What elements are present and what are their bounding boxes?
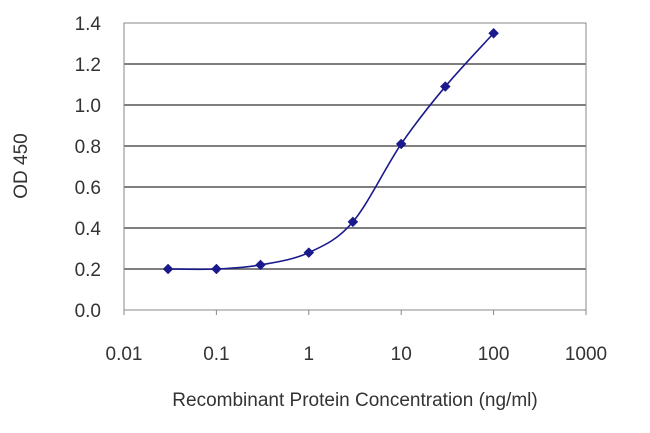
data-point-1: [211, 263, 222, 275]
y-tick-label: 0.2: [75, 260, 101, 281]
gridlines: [124, 63, 586, 270]
y-tick-label: 0.0: [75, 301, 101, 322]
x-tick-label: 0.01: [106, 344, 143, 365]
data-point-6: [439, 81, 451, 92]
x-tick-label: 100: [478, 344, 510, 365]
data-point-2: [255, 259, 266, 271]
y-tick-label: 1.2: [75, 55, 101, 76]
plot-area-frame: [123, 22, 587, 311]
data-point-5: [395, 138, 407, 150]
y-tick-label: 1.0: [75, 96, 101, 117]
x-tick-label: 1000: [565, 344, 607, 365]
y-axis-ticks: 0.0 0.2 0.4 0.6 0.8 1.0 1.2 1.4: [75, 14, 102, 322]
y-tick-label: 0.6: [75, 178, 101, 199]
y-axis-title: OD 450: [11, 133, 32, 198]
data-point-4: [347, 216, 359, 228]
data-point-0: [162, 263, 174, 275]
y-tick-label: 0.8: [75, 137, 101, 158]
x-axis-ticks: 0.01 0.1 1 10 100 1000: [106, 310, 607, 365]
y-tick-label: 0.4: [75, 219, 102, 240]
x-tick-label: 10: [391, 344, 412, 365]
x-axis-title: Recombinant Protein Concentration (ng/ml…: [172, 390, 537, 411]
x-tick-label: 1: [304, 344, 315, 365]
data-point-3: [303, 247, 315, 258]
x-tick-label: 0.1: [203, 344, 229, 365]
series-layer: [162, 27, 499, 275]
y-tick-label: 1.4: [75, 14, 102, 35]
series-line-0: [168, 32, 495, 271]
data-point-7: [488, 27, 499, 39]
